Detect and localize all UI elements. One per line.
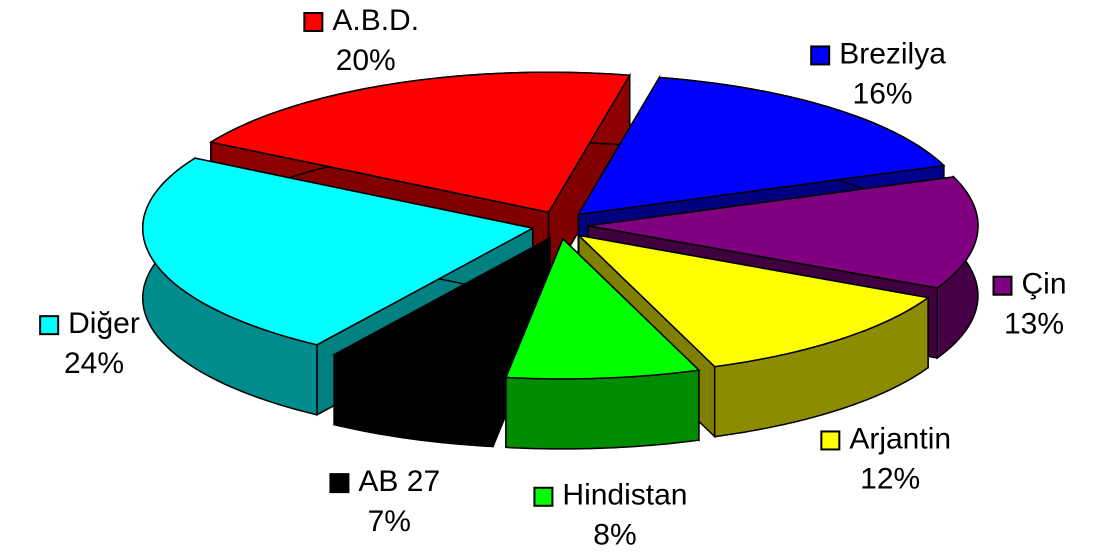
slice-top	[208, 71, 631, 214]
slice	[504, 237, 701, 450]
slice-rim	[505, 369, 700, 450]
legend-swatch	[810, 45, 831, 66]
value-label: 8%	[593, 519, 636, 552]
slice-label: Hindistan	[562, 479, 687, 512]
value-label: 20%	[336, 44, 396, 77]
legend-swatch	[992, 275, 1013, 296]
value-label: 16%	[853, 77, 913, 110]
slice-top	[141, 157, 535, 346]
slice-top	[504, 237, 701, 380]
legend-swatch	[329, 473, 350, 494]
slice-label: A.B.D.	[332, 4, 419, 37]
slice-top	[587, 176, 979, 289]
value-label: 7%	[368, 505, 411, 538]
slice-top	[332, 236, 552, 378]
slice-top	[576, 234, 930, 368]
slice-label: AB 27	[358, 465, 440, 498]
legend-swatch	[39, 315, 60, 336]
slice-label: Brezilya	[839, 37, 946, 70]
value-label: 13%	[1004, 308, 1064, 341]
legend-swatch	[820, 430, 841, 451]
slice-label: Diğer	[68, 307, 140, 340]
slice-label: Arjantin	[849, 422, 951, 455]
value-label: 12%	[860, 462, 920, 495]
legend-swatch	[303, 12, 324, 32]
slice-top	[576, 76, 946, 216]
legend-swatch	[533, 486, 554, 507]
value-label: 24%	[64, 347, 124, 380]
slice-label: Çin	[1021, 268, 1066, 301]
